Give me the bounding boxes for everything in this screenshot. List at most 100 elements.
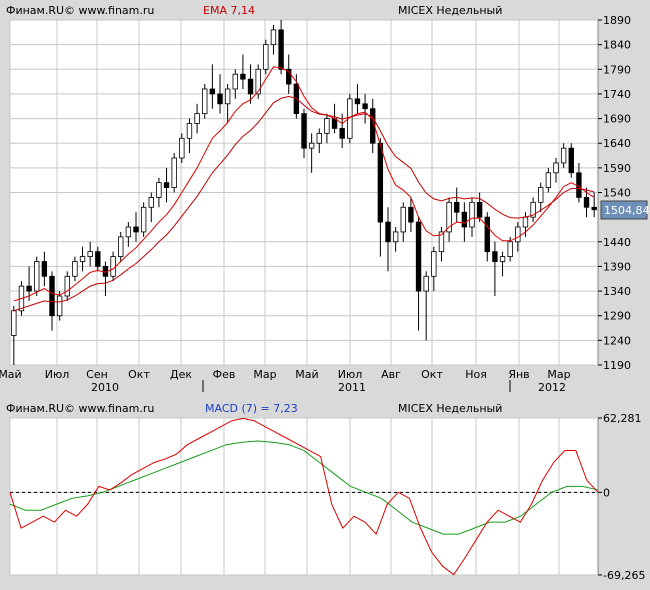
candle-body <box>224 88 231 105</box>
candle-body <box>377 142 384 223</box>
ema-slow-line <box>13 95 595 312</box>
price-y-tick-label: 1540 <box>603 187 631 200</box>
candle-body <box>255 68 261 95</box>
macd-title: MICEX Недельный <box>398 402 502 415</box>
candle-body <box>301 113 307 149</box>
candle-body <box>202 88 208 115</box>
candle-body <box>507 241 513 257</box>
price-x-month-label: Авг <box>381 368 401 381</box>
candle-body <box>278 29 284 70</box>
candle-body <box>56 295 63 317</box>
candle-body <box>484 216 490 253</box>
candle-body <box>446 201 452 233</box>
candle-body <box>538 187 544 203</box>
candle-body <box>576 172 582 198</box>
candle-body <box>324 118 330 134</box>
candle-body <box>316 132 322 144</box>
macd-y-tick-label: 0 <box>603 486 610 499</box>
candle-body <box>209 88 216 95</box>
candle-body <box>79 256 86 262</box>
price-x-month-label: Мар <box>253 368 276 381</box>
macd-y-axis: 62,281 0 -69,265 <box>598 412 645 582</box>
candle-body <box>362 103 368 110</box>
price-y-tick-label: 1740 <box>603 88 631 101</box>
price-x-month-label: Окт <box>128 368 150 381</box>
price-x-month-label: Май <box>295 368 318 381</box>
price-y-tick-label: 1790 <box>603 63 631 76</box>
candle-body <box>431 251 437 277</box>
macd-y-tick-label: 62,281 <box>603 412 642 425</box>
candle-body <box>499 256 506 262</box>
candle-body <box>247 78 254 95</box>
candle-body <box>286 68 292 85</box>
candle-body <box>392 231 399 243</box>
price-indicator-label: EMA 7,14 <box>203 4 255 17</box>
price-y-tick-label: 1640 <box>603 137 631 150</box>
candle-body <box>591 206 597 211</box>
candle-body <box>240 73 246 80</box>
candle-body <box>171 157 177 188</box>
price-x-month-label: Июл <box>45 368 70 381</box>
candle-body <box>11 310 17 336</box>
candle-body <box>72 261 78 277</box>
candle-body <box>232 73 238 90</box>
macd-line <box>9 417 599 576</box>
price-ema-lines <box>13 66 595 312</box>
price-x-month-label: Июл <box>338 368 363 381</box>
price-x-year-label: 2011 <box>338 381 366 394</box>
price-y-tick-label: 1340 <box>603 285 631 298</box>
candle-body <box>308 142 315 149</box>
candle-body <box>217 93 223 105</box>
macd-grid <box>9 417 598 576</box>
price-x-month-label: Ноя <box>465 368 487 381</box>
price-panel: 1890 1840 1790 1740 1690 1640 1590 1540 1440 1390… <box>0 4 650 394</box>
price-x-year-label: 2012 <box>538 381 566 394</box>
macd-panel: 62,281 0 -69,265 Финам.RU© www.finam.ru MA… <box>6 402 645 582</box>
price-candles <box>11 20 597 365</box>
price-y-tick-label: 1890 <box>603 14 631 27</box>
price-y-tick-label: 1590 <box>603 162 631 175</box>
candle-body <box>461 211 468 228</box>
candle-body <box>454 201 460 213</box>
price-y-tick-label: 1390 <box>603 260 631 273</box>
last-price-box <box>600 200 648 220</box>
candle-body <box>553 162 559 174</box>
candle-body <box>263 44 269 70</box>
candle-body <box>26 285 32 292</box>
candle-body <box>469 201 475 228</box>
candle-body <box>515 226 521 243</box>
candle-body <box>530 201 536 218</box>
candle-body <box>339 128 345 139</box>
candle-body <box>148 197 154 208</box>
price-y-tick-label: 1690 <box>603 113 631 126</box>
price-y-axis: 1890 1840 1790 1740 1690 1640 1590 1540 1440 1390… <box>598 14 631 372</box>
price-y-tick-label: 1240 <box>603 334 631 347</box>
candle-body <box>110 256 116 277</box>
candle-body <box>95 251 101 267</box>
macd-indicator-label: MACD (7) = 7,23 <box>205 402 298 415</box>
candle-body <box>583 197 590 208</box>
candle-body <box>522 216 529 228</box>
candle-body <box>415 221 422 292</box>
candle-body <box>125 226 132 238</box>
candle-body <box>476 201 483 218</box>
price-x-month-label: Янв <box>508 368 529 381</box>
price-x-month-label: Сен <box>86 368 108 381</box>
price-x-month-label: Мар <box>547 368 570 381</box>
candle-body <box>408 206 414 223</box>
candle-body <box>156 182 162 198</box>
candle-body <box>438 231 445 253</box>
price-y-tick-label: 1840 <box>603 39 631 52</box>
candle-body <box>87 251 93 257</box>
candle-body <box>385 221 391 243</box>
price-x-axis: Май Июл Сен Окт Дек Фев Мар Май Июл Авг Окт Ноя Янв М… <box>0 368 571 394</box>
price-source-label: Финам.RU© www.finam.ru <box>6 4 154 17</box>
candle-body <box>118 236 124 257</box>
candle-body <box>34 261 40 292</box>
candle-body <box>163 182 170 188</box>
candle-body <box>545 172 552 188</box>
price-x-year-label: 2010 <box>91 381 119 394</box>
candle-body <box>194 113 200 124</box>
macd-source-label: Финам.RU© www.finam.ru <box>6 402 154 415</box>
